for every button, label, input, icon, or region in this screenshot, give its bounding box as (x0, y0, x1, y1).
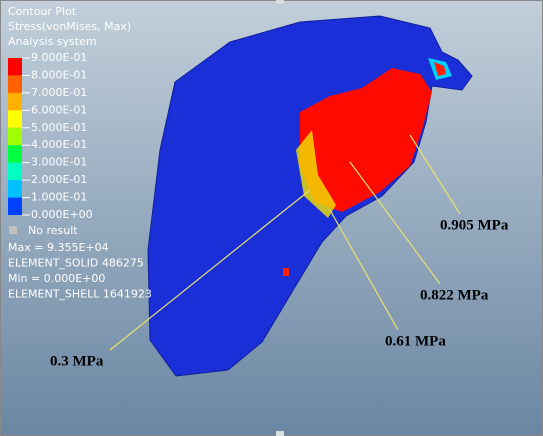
legend-label: 2.000E-01 (31, 173, 87, 186)
legend-title: Analysis system (8, 35, 97, 48)
legend-title: Stress(vonMises, Max) (8, 20, 131, 33)
legend-label: 1.000E-01 (31, 191, 87, 204)
legend-label: 3.000E-01 (31, 156, 87, 169)
info-line: Min = 0.000E+00 (8, 272, 105, 285)
annotation-label: 0.3 MPa (50, 353, 104, 369)
legend-label: 9.000E-01 (31, 51, 87, 64)
legend-label: 8.000E-01 (31, 68, 87, 81)
legend-label: 5.000E-01 (31, 121, 87, 134)
no-result-swatch (9, 226, 17, 234)
color-band (8, 128, 22, 145)
info-line: Max = 9.355E+04 (8, 241, 109, 254)
color-band (8, 198, 22, 215)
color-band (8, 145, 22, 162)
color-band (8, 93, 22, 110)
legend-title: Contour Plot (8, 5, 77, 18)
annotation-label: 0.822 MPa (420, 287, 489, 303)
legend-label: 6.000E-01 (31, 103, 87, 116)
legend-label: 0.000E+00 (31, 208, 93, 221)
annotation-label: 0.61 MPa (385, 333, 446, 349)
legend-label: 7.000E-01 (31, 86, 87, 99)
viewport: Contour Plot Stress(vonMises, Max) Analysi… (0, 0, 543, 436)
info-line: ELEMENT_SHELL 1641923 (8, 288, 152, 301)
color-band (8, 163, 22, 180)
page: Contour Plot Stress(vonMises, Max) Analysi… (0, 0, 543, 436)
info-line: ELEMENT_SOLID 486275 (8, 257, 144, 270)
hotspot (283, 268, 289, 276)
no-result-label: No result (28, 224, 78, 237)
color-band (8, 75, 22, 92)
color-band (8, 110, 22, 127)
handle (276, 431, 284, 436)
legend-label: 4.000E-01 (31, 138, 87, 151)
handle (276, 0, 284, 4)
annotation-label: 0.905 MPa (440, 217, 509, 233)
color-band (8, 58, 22, 75)
color-band (8, 180, 22, 197)
